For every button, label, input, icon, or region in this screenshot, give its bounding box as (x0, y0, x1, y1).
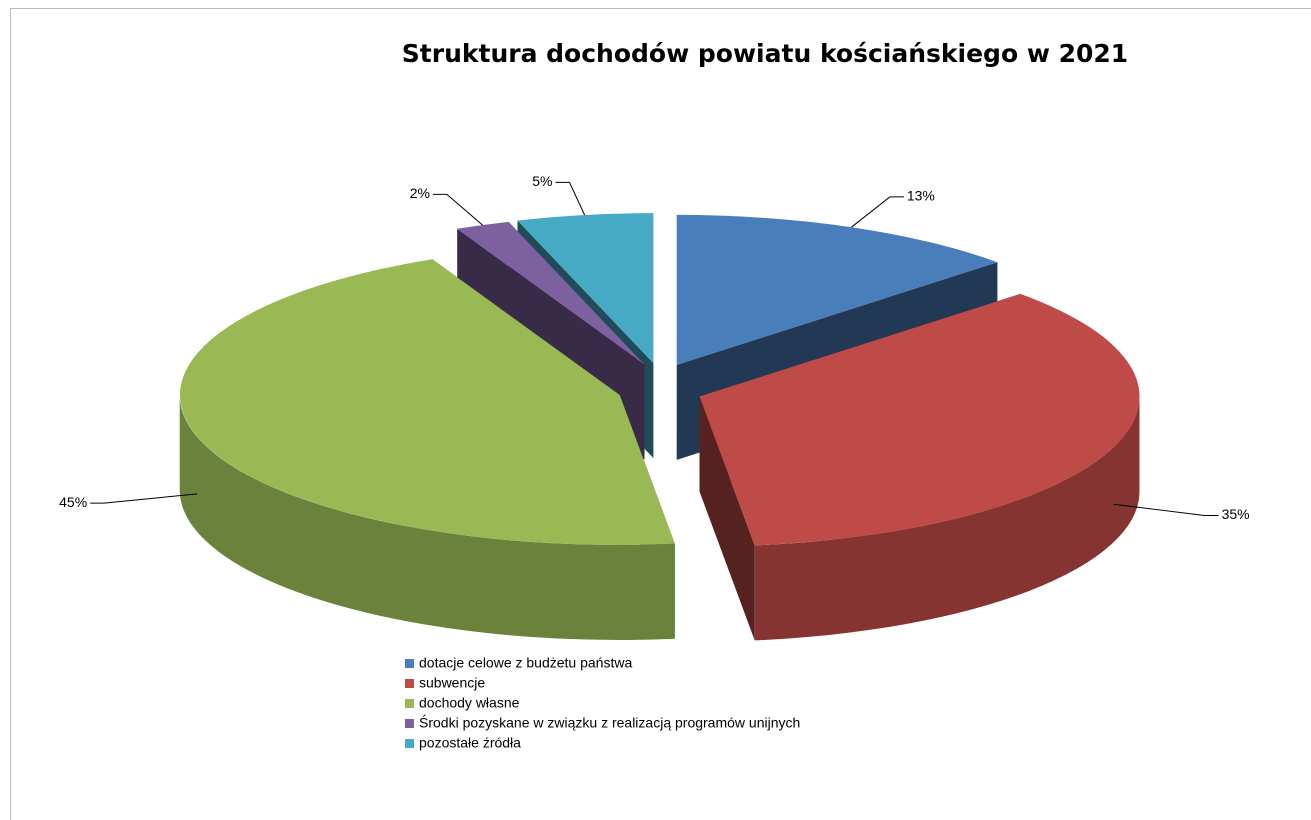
leader-line (432, 193, 483, 226)
legend-swatch (405, 699, 414, 708)
legend-swatch (405, 719, 414, 728)
chart-title: Struktura dochodów powiatu kościańskiego… (402, 39, 1128, 68)
data-label: 13% (907, 188, 935, 204)
leader-line (851, 196, 904, 228)
legend-swatch (405, 659, 414, 668)
legend-label: pozostałe źródła (419, 735, 521, 751)
slice-top (179, 259, 675, 545)
slice-top (676, 214, 998, 365)
slice-top (517, 213, 654, 364)
legend-swatch (405, 679, 414, 688)
legend-label: subwencje (419, 675, 485, 691)
legend-label: dotacje celowe z budżetu państwa (419, 655, 632, 671)
slice-outer-wall (754, 396, 1140, 641)
slice-top (457, 221, 645, 365)
leader-line (90, 493, 198, 504)
legend-swatch (405, 739, 414, 748)
slice-outer-wall (179, 395, 675, 640)
leader-line (555, 181, 586, 216)
slice-side (699, 396, 755, 641)
pie-slice (179, 259, 675, 640)
data-label: 45% (59, 494, 87, 510)
data-label: 5% (532, 173, 552, 189)
data-label: 35% (1222, 506, 1250, 522)
slice-top (699, 293, 1140, 546)
legend-label: dochody własne (419, 695, 520, 711)
legend-label: Środki pozyskane w związku z realizacją … (419, 714, 800, 731)
data-label: 2% (410, 185, 430, 201)
pie-slice (699, 293, 1140, 641)
leader-line (1113, 503, 1219, 516)
